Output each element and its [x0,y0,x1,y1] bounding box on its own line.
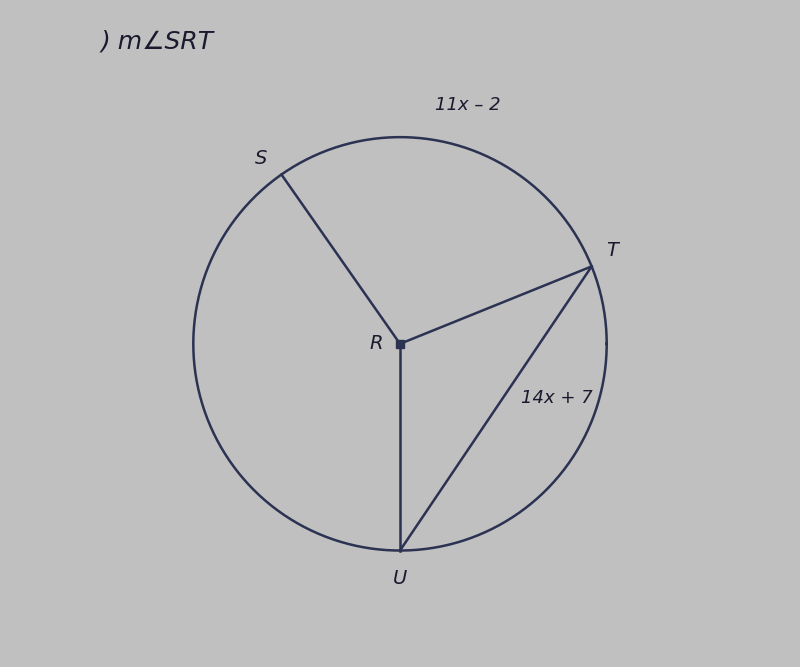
Text: 11x – 2: 11x – 2 [435,96,501,114]
Text: 14x + 7: 14x + 7 [521,389,592,407]
Text: T: T [606,241,618,260]
Text: R: R [370,334,383,354]
Text: ) m∠SRT: ) m∠SRT [100,29,214,53]
Text: S: S [254,149,267,168]
Text: U: U [393,569,407,588]
